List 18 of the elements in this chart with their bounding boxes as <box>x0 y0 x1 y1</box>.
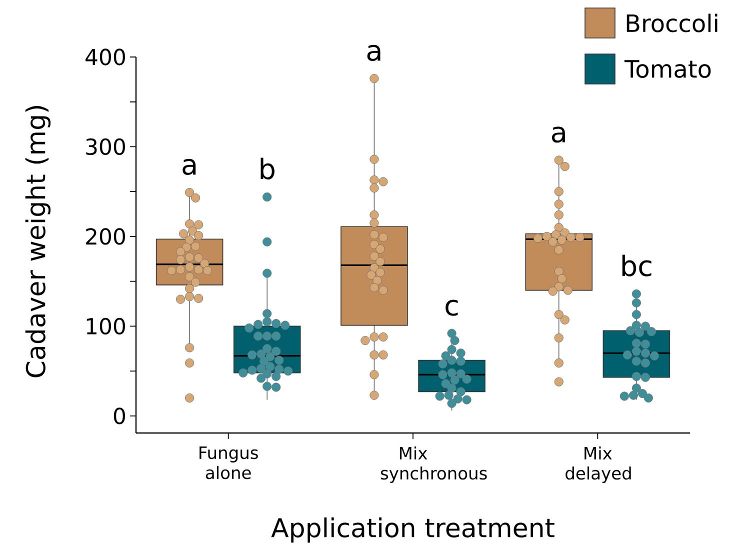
x-tick-label: Mix synchronous <box>380 446 487 483</box>
annotation: a <box>552 126 565 143</box>
legend-label: Broccoli <box>626 14 718 32</box>
y-axis-title: Cadaver weight (mg) <box>25 106 51 378</box>
x-axis-title: Application treatment <box>271 517 554 543</box>
annotation: a <box>182 158 196 175</box>
legend-label: Tomato <box>624 60 711 78</box>
annotation: bc <box>622 254 652 276</box>
y-tick-label: 300 <box>86 138 125 156</box>
y-tick-label: 100 <box>86 318 125 335</box>
annotation: a <box>367 44 380 61</box>
y-tick-label: 400 <box>86 48 125 66</box>
x-tick-label: Mix delayed <box>566 446 631 483</box>
y-tick-label: 200 <box>86 228 125 245</box>
annotation: b <box>260 158 274 180</box>
y-tick-label: 0 <box>114 408 126 424</box>
x-tick-label: Fungus alone <box>200 446 258 480</box>
annotation: c <box>446 300 458 316</box>
